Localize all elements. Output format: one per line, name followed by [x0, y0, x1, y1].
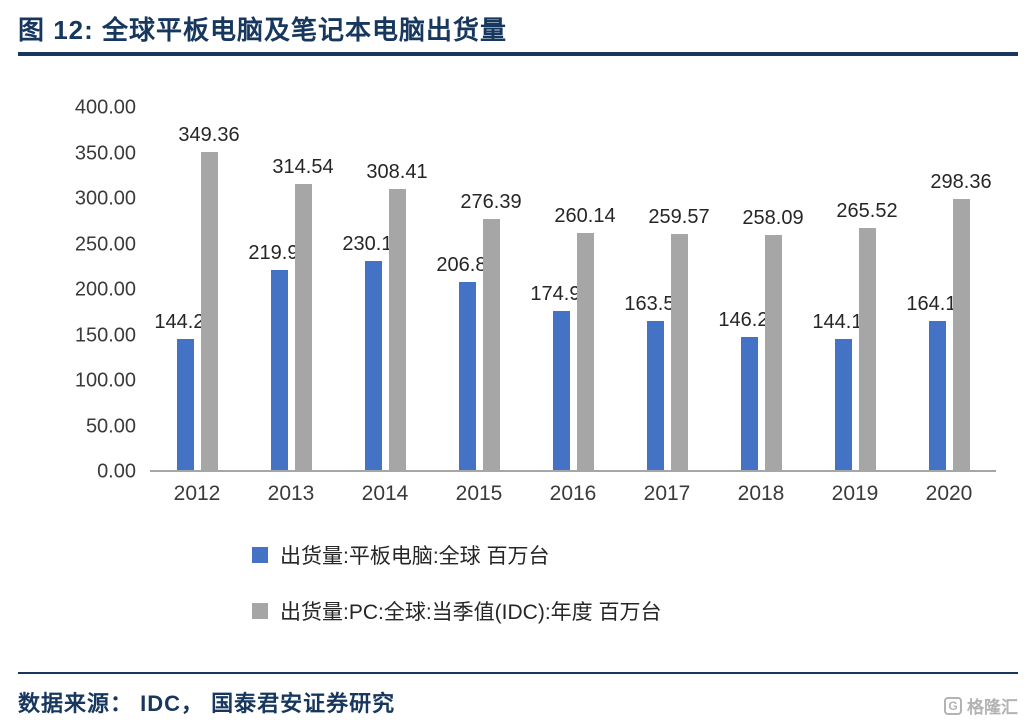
y-axis-tick: 400.00	[74, 96, 136, 119]
bar-value-label: 144.20	[154, 310, 216, 333]
bar: 174.90	[530, 283, 592, 470]
bar-group: 219.90 314.54	[244, 156, 338, 470]
bar-group: 164.10 298.36	[902, 171, 996, 470]
x-axis-label: 2014	[361, 482, 409, 505]
legend-label: 出货量:平板电脑:全球 百万台	[280, 545, 550, 568]
bar-value-label: 276.39	[460, 190, 522, 213]
bar-value-label: 258.09	[742, 207, 804, 230]
bar: 260.14	[554, 205, 616, 470]
bar-value-label: 260.14	[554, 205, 616, 228]
bar-group: 174.90 260.14	[526, 205, 620, 470]
bar-group: 146.20 258.09	[714, 207, 808, 470]
bar-group: 163.50 259.57	[620, 206, 714, 470]
bar-value-label: 219.90	[248, 241, 310, 264]
x-axis-label: 2016	[549, 482, 597, 505]
legend-item: 出货量:PC:全球:当季值(IDC):年度 百万台	[252, 596, 1036, 626]
x-axis-label: 2012	[173, 482, 221, 505]
y-axis-tick: 300.00	[74, 187, 136, 210]
bar: 146.20	[718, 309, 780, 470]
bar-value-label: 314.54	[272, 155, 334, 178]
y-axis-tick: 250.00	[74, 233, 136, 255]
bar: 265.52	[836, 200, 898, 470]
gelonghui-watermark: G 格隆汇	[944, 693, 1018, 718]
x-axis-label: 2019	[831, 482, 879, 505]
bar-chart: 400.00 350.00 300.00 250.00 200.00 150.00 100.…	[40, 97, 996, 506]
title-underline	[18, 52, 1018, 56]
bar: 144.20	[154, 311, 216, 470]
y-axis-tick: 200.00	[74, 278, 136, 301]
chart-legend: 出货量:平板电脑:全球 百万台出货量:PC:全球:当季值(IDC):年度 百万台	[252, 540, 1036, 626]
plot-area: 144.20 349.36 219.90 314.54 230.10 308.41 206.…	[150, 108, 996, 472]
legend-item: 出货量:平板电脑:全球 百万台	[252, 540, 1036, 570]
bar: 230.10	[342, 233, 404, 470]
bar: 163.50	[624, 293, 686, 470]
bar-value-label: 308.41	[366, 161, 428, 184]
bar: 206.80	[436, 254, 498, 470]
figure-header: 图 12: 全球平板电脑及笔记本电脑出货量	[0, 0, 1036, 56]
bar-value-label: 265.52	[836, 200, 898, 223]
bar-value-label: 259.57	[648, 205, 710, 228]
x-axis-label: 2020	[925, 482, 973, 505]
y-axis-tick: 0.00	[97, 460, 136, 483]
x-axis-label: 2015	[455, 482, 503, 505]
legend-swatch	[252, 547, 268, 563]
bar-value-label: 163.50	[624, 293, 686, 316]
bar-value-label: 349.36	[178, 124, 240, 147]
x-axis: 2012 2013 2014 2015 2016 2017 2018 2019 2020	[150, 472, 996, 506]
bar-value-label: 146.20	[718, 309, 780, 331]
y-axis-tick: 50.00	[85, 415, 136, 437]
bar: 298.36	[930, 171, 992, 470]
bar: 164.10	[906, 293, 968, 470]
y-axis-tick: 100.00	[74, 369, 136, 392]
data-source: 数据来源： IDC， 国泰君安证券研究	[18, 691, 396, 716]
bar: 276.39	[460, 191, 522, 470]
bar-value-label: 298.36	[930, 170, 992, 193]
x-axis-label: 2017	[643, 482, 691, 505]
bar-value-label: 206.80	[436, 253, 498, 276]
figure-footer: 数据来源： IDC， 国泰君安证券研究 G 格隆汇	[18, 672, 1018, 718]
bar: 314.54	[272, 156, 334, 470]
x-axis-label: 2013	[267, 482, 315, 505]
gelonghui-logo-text: 格隆汇	[967, 698, 1018, 717]
bar: 258.09	[742, 207, 804, 470]
bar-value-label: 174.90	[530, 282, 592, 305]
gelonghui-logo-icon: G	[944, 696, 962, 715]
bar-value-label: 230.10	[342, 232, 404, 255]
bar: 308.41	[366, 161, 428, 470]
bar-value-label: 144.10	[812, 310, 874, 333]
legend-label: 出货量:PC:全球:当季值(IDC):年度 百万台	[280, 601, 662, 624]
y-axis: 400.00 350.00 300.00 250.00 200.00 150.00 100.…	[40, 97, 136, 483]
bar: 144.10	[812, 311, 874, 470]
bar: 349.36	[178, 124, 240, 470]
y-axis-tick: 150.00	[74, 324, 136, 346]
x-axis-label: 2018	[737, 482, 785, 505]
bar-group: 206.80 276.39	[432, 191, 526, 470]
bar: 219.90	[248, 242, 310, 470]
bar-value-label: 164.10	[906, 292, 968, 315]
bar-group: 144.10 265.52	[808, 200, 902, 470]
bar: 259.57	[648, 206, 710, 470]
bar-group: 230.10 308.41	[338, 161, 432, 470]
figure-title: 图 12: 全球平板电脑及笔记本电脑出货量	[18, 15, 508, 45]
bar-group: 144.20 349.36	[150, 124, 244, 470]
legend-swatch	[252, 603, 268, 619]
y-axis-tick: 350.00	[74, 142, 136, 164]
